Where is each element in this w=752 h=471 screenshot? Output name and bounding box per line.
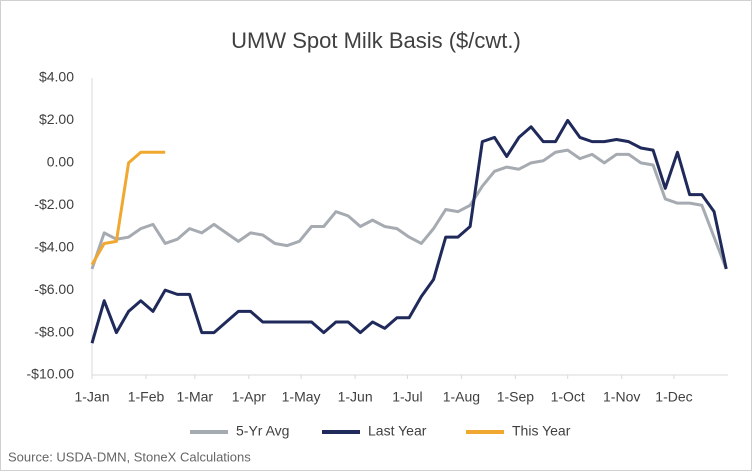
source-note: Source: USDA-DMN, StoneX Calculations — [8, 449, 251, 464]
x-tick-label: 1-Jun — [338, 389, 373, 405]
x-tick-label: 1-Nov — [603, 389, 640, 405]
series-line — [90, 150, 166, 266]
series-line — [90, 118, 728, 344]
y-tick-label: -$4.00 — [34, 238, 74, 254]
x-tick-label: 1-Sep — [497, 389, 535, 405]
x-tick-label: 1-Aug — [443, 389, 480, 405]
x-tick-label: 1-Feb — [128, 389, 165, 405]
legend-label: 5-Yr Avg — [236, 423, 289, 439]
x-tick-label: 1-Dec — [655, 389, 692, 405]
x-tick-label: 1-Oct — [551, 389, 585, 405]
legend-label: Last Year — [368, 423, 427, 439]
chart-title: UMW Spot Milk Basis ($/cwt.) — [231, 28, 521, 53]
x-tick-label: 1-May — [282, 389, 321, 405]
legend-label: This Year — [512, 423, 571, 439]
y-tick-label: $2.00 — [39, 111, 74, 127]
x-tick-label: 1-Jan — [74, 389, 109, 405]
y-tick-label: -$6.00 — [34, 281, 74, 297]
series-line — [90, 148, 728, 270]
y-tick-label: 0.00 — [47, 154, 74, 170]
y-tick-label: -$2.00 — [34, 196, 74, 212]
y-tick-label: -$10.00 — [27, 366, 75, 382]
y-tick-label: -$8.00 — [34, 323, 74, 339]
y-tick-label: $4.00 — [39, 69, 74, 85]
x-tick-label: 1-Jul — [392, 389, 422, 405]
x-tick-label: 1-Apr — [232, 389, 267, 405]
x-tick-label: 1-Mar — [177, 389, 214, 405]
